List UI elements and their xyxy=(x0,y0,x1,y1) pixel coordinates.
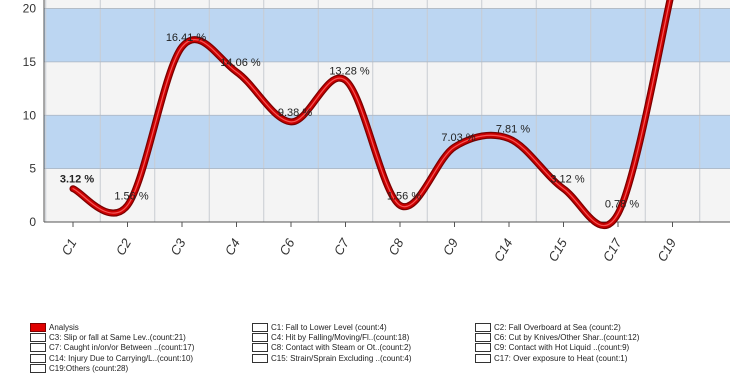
legend-item[interactable]: Analysis xyxy=(30,322,79,332)
legend-checkbox[interactable] xyxy=(475,343,491,353)
legend-item[interactable]: C19:Others (count:28) xyxy=(30,364,128,374)
legend-label: C4: Hit by Falling/Moving/Fl..(count:18) xyxy=(271,332,410,342)
x-tick-label: C15 xyxy=(545,235,570,264)
legend-item[interactable]: C3: Slip or fall at Same Lev..(count:21) xyxy=(30,332,186,342)
legend-label: C7: Caught in/on/or Between ..(count:17) xyxy=(49,343,195,353)
legend-item[interactable]: C9: Contact with Hot Liquid ..(count:9) xyxy=(475,343,629,353)
legend-checkbox[interactable] xyxy=(252,332,268,342)
data-label: 1.56 % xyxy=(387,190,421,202)
legend-checkbox[interactable] xyxy=(30,343,46,353)
x-tick-label: C17 xyxy=(600,235,625,264)
data-label: 16.41 % xyxy=(166,32,207,44)
legend-label: C19:Others (count:28) xyxy=(49,364,129,374)
x-tick-label: C14 xyxy=(491,236,516,264)
legend-item[interactable]: C4: Hit by Falling/Moving/Fl..(count:18) xyxy=(252,332,409,342)
x-tick-label: C19 xyxy=(654,236,679,264)
y-tick-label: 5 xyxy=(29,162,36,176)
data-label: 7.81 % xyxy=(496,124,530,136)
line-chart: 0 5 10 15 20 C1 C2 C3 C4 C6 C7 C8 C9 C14 C15 C17 C19 3.1… xyxy=(23,0,730,264)
x-tick-label: C3 xyxy=(167,235,189,258)
data-label: 9.38 % xyxy=(278,107,312,119)
legend-label: C6: Cut by Knives/Other Shar..(count:12) xyxy=(494,332,640,342)
legend-label: C17: Over exposure to Heat (count:1) xyxy=(494,353,628,363)
legend-checkbox[interactable] xyxy=(30,364,46,374)
y-tick-label: 20 xyxy=(23,2,37,16)
legend-checkbox[interactable] xyxy=(30,332,46,342)
legend-checkbox[interactable] xyxy=(475,322,491,332)
legend-checkbox[interactable] xyxy=(252,322,268,332)
x-tick-label: C7 xyxy=(331,235,353,258)
x-tick-label: C1 xyxy=(58,236,79,258)
data-label: 1.56 % xyxy=(114,190,148,202)
y-tick-label: 0 xyxy=(29,215,36,229)
data-label: 3.12 % xyxy=(550,174,584,186)
legend-label: C2: Fall Overboard at Sea (count:2) xyxy=(494,322,621,332)
data-label: 13.28 % xyxy=(329,65,370,77)
legend-checkbox[interactable] xyxy=(475,353,491,363)
legend-item[interactable]: C8: Contact with Steam or Ot..(count:2) xyxy=(252,343,411,353)
data-series-analysis xyxy=(69,0,674,230)
legend-item[interactable]: C1: Fall to Lower Level (count:4) xyxy=(252,322,387,332)
legend-item[interactable]: C17: Over exposure to Heat (count:1) xyxy=(475,353,627,363)
legend-checkbox[interactable] xyxy=(30,322,46,332)
legend-item[interactable]: C7: Caught in/on/or Between ..(count:17) xyxy=(30,343,194,353)
x-tick-label: C2 xyxy=(113,235,135,258)
legend-checkbox[interactable] xyxy=(30,353,46,363)
legend-checkbox[interactable] xyxy=(252,343,268,353)
legend-label: C3: Slip or fall at Same Lev..(count:21) xyxy=(49,332,186,342)
legend-label: Analysis xyxy=(49,322,79,332)
legend-label: C8: Contact with Steam or Ot..(count:2) xyxy=(271,343,412,353)
grid-band xyxy=(44,8,730,62)
x-tick-label: C8 xyxy=(385,235,407,258)
data-label: 3.12 % xyxy=(60,174,94,186)
data-label: 7.03 % xyxy=(441,132,475,144)
legend-checkbox[interactable] xyxy=(252,353,268,363)
data-label: 0.78 % xyxy=(605,199,639,211)
legend-label: C15: Strain/Sprain Excluding ..(count:4) xyxy=(271,353,412,363)
data-label: 14.06 % xyxy=(220,57,261,69)
legend-item[interactable]: C6: Cut by Knives/Other Shar..(count:12) xyxy=(475,332,639,342)
data-labels: 3.12 % 1.56 % 16.41 % 14.06 % 9.38 % 13.28 % 1… xyxy=(60,32,639,211)
legend-checkbox[interactable] xyxy=(475,332,491,342)
x-tick-label: C9 xyxy=(440,236,461,258)
legend-label: C1: Fall to Lower Level (count:4) xyxy=(271,322,387,332)
legend-label: C9: Contact with Hot Liquid ..(count:9) xyxy=(494,343,630,353)
chart-legend: Analysis C1: Fall to Lower Level (count:4… xyxy=(30,322,720,388)
x-tick-label: C6 xyxy=(276,235,298,258)
legend-label: C14: Injury Due to Carrying/L..(count:10… xyxy=(49,353,194,363)
legend-item[interactable]: C15: Strain/Sprain Excluding ..(count:4) xyxy=(252,353,412,363)
legend-item[interactable]: C14: Injury Due to Carrying/L..(count:10… xyxy=(30,353,193,363)
legend-item[interactable]: C2: Fall Overboard at Sea (count:2) xyxy=(475,322,621,332)
series-line-highlight xyxy=(72,0,671,227)
x-tick-label: C4 xyxy=(222,236,243,258)
y-tick-label: 15 xyxy=(23,55,37,69)
y-tick-label: 10 xyxy=(23,108,37,122)
